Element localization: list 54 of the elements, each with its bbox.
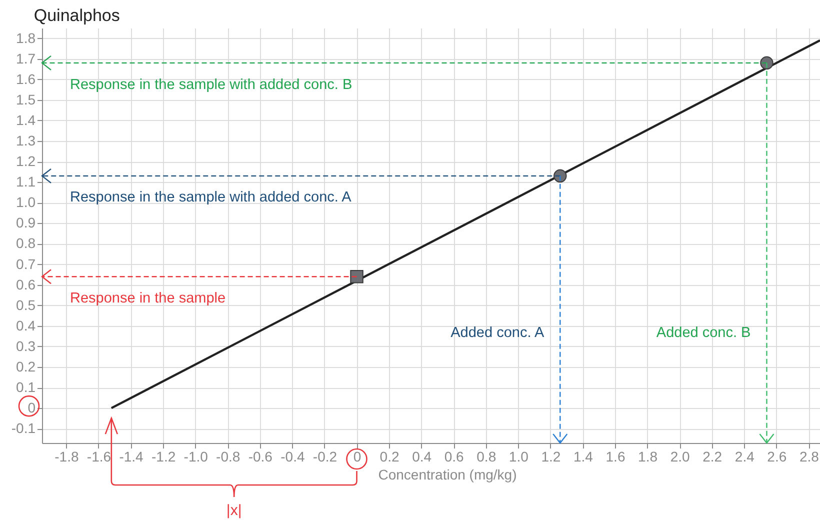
ref-line-label: Added conc. B — [656, 324, 751, 341]
x-tick-label: 2.0 — [670, 448, 690, 464]
y-tick-label: 1.0 — [16, 194, 36, 210]
point — [350, 270, 364, 284]
ref-line-label: Response in the sample with added conc. A — [70, 190, 352, 206]
x-tick-label: -1.0 — [184, 448, 208, 464]
x-tick-label: -1.8 — [54, 448, 79, 464]
ref-line-label: Response in the sample with added conc. B — [70, 76, 352, 93]
y-tick-label: 0.2 — [16, 358, 36, 374]
chart-title: Quinalphos — [34, 6, 120, 25]
y-tick-label: 1.1 — [16, 174, 36, 190]
x-tick-label: 2.6 — [767, 448, 787, 464]
x-tick-label: -1.6 — [86, 448, 112, 464]
y-tick-label: 0.1 — [16, 379, 36, 396]
y-tick-label: 0.8 — [16, 235, 36, 252]
y-tick-label: 1.7 — [16, 50, 36, 66]
x-tick-label: 0.6 — [444, 448, 464, 464]
y-tick-label: 0.7 — [16, 256, 36, 272]
text: |x| — [226, 502, 242, 519]
x-tick-label: -0.4 — [280, 448, 305, 464]
x-tick-label: 2.8 — [799, 448, 820, 464]
y-tick-label: 1.3 — [16, 132, 36, 148]
y-tick-label: 0.4 — [16, 317, 36, 334]
x-tick-label: 0.8 — [476, 448, 496, 464]
x-axis-title: Concentration (mg/kg) — [378, 466, 517, 482]
y-tick-label: 0.9 — [16, 214, 36, 231]
y-tick-label: -0.1 — [11, 420, 36, 436]
y-tick-label: 0.3 — [16, 338, 36, 354]
x-tick-label: 1.2 — [541, 448, 561, 464]
x-tick-label: 1.6 — [606, 448, 626, 464]
x-tick-label: 0.4 — [412, 448, 432, 464]
x-tick-label: -0.2 — [312, 448, 338, 464]
x-tick-label: -0.8 — [216, 448, 240, 464]
x-tick-label: -0.6 — [248, 448, 273, 464]
ref-line-label: Added conc. A — [450, 324, 544, 341]
point — [554, 169, 567, 183]
x-tick-label: -1.2 — [151, 448, 176, 464]
x-tick-label: 0.2 — [380, 448, 400, 464]
y-tick-label: 0.6 — [16, 276, 36, 292]
y-tick-label: 1.2 — [16, 153, 36, 170]
y-tick-label: 0 — [28, 400, 36, 416]
x-tick-label: -1.4 — [119, 448, 144, 464]
y-tick-label: 1.5 — [16, 91, 36, 108]
y-tick-label: 1.8 — [16, 30, 36, 46]
y-tick-label: 1.6 — [16, 70, 36, 87]
x-tick-label: 2.2 — [702, 448, 722, 464]
x-tick-label: 1.4 — [573, 448, 594, 464]
x-tick-label: 2.4 — [734, 448, 755, 464]
ref-line-label: Response in the sample — [70, 290, 226, 306]
x-tick-label: 0 — [353, 448, 362, 464]
y-tick-label: 0.5 — [16, 296, 36, 313]
x-tick-label: 1.8 — [638, 448, 658, 464]
x-tick-label: 1.0 — [508, 448, 529, 464]
y-tick-label: 1.4 — [16, 112, 36, 128]
